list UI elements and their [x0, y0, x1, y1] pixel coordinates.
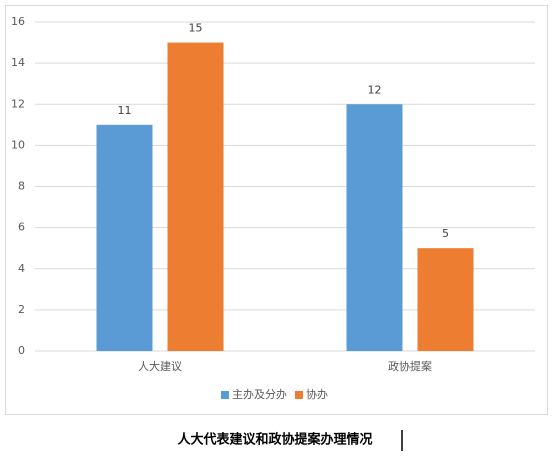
bar [346, 104, 403, 351]
y-tick-label: 14 [11, 56, 25, 69]
y-tick-label: 8 [18, 180, 25, 193]
x-tick-label: 政协提案 [388, 359, 432, 373]
y-tick-label: 4 [18, 262, 25, 275]
legend-label: 协办 [306, 387, 328, 401]
y-tick-label: 6 [18, 221, 25, 234]
legend-swatch [221, 391, 229, 399]
data-label: 5 [442, 227, 449, 240]
bar [96, 124, 153, 351]
data-label: 11 [118, 104, 132, 117]
y-tick-label: 10 [11, 138, 25, 151]
data-label: 15 [189, 22, 203, 35]
x-tick-label: 人大建议 [138, 359, 182, 373]
bar [417, 248, 474, 351]
y-tick-label: 16 [11, 15, 25, 28]
caption: 人大代表建议和政协提案办理情况 [177, 432, 372, 448]
legend-label: 主办及分办 [232, 388, 287, 401]
y-tick-label: 2 [18, 303, 25, 316]
legend-swatch [295, 391, 303, 399]
bar [167, 42, 224, 351]
data-label: 12 [368, 83, 382, 96]
y-tick-label: 12 [11, 97, 25, 110]
chart-border [5, 5, 548, 415]
y-tick-label: 0 [18, 344, 25, 357]
